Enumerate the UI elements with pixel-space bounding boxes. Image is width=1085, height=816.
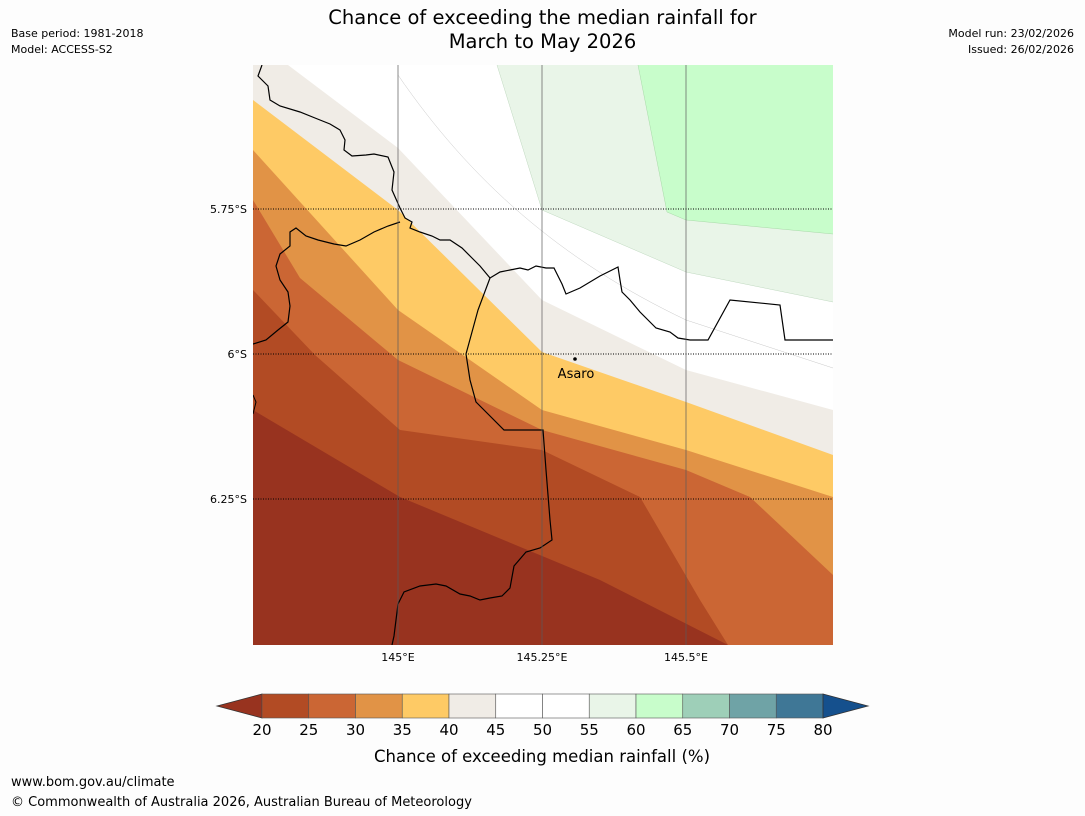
lon-label-145-5: 145.5°E [664, 651, 708, 664]
colorbar-tick-30: 30 [346, 721, 365, 739]
model-run-text: Model run: 23/02/2026 [948, 27, 1074, 40]
colorbar-cell-25-30 [308, 693, 356, 719]
colorbar-cell-45-50 [495, 693, 543, 719]
province-boundary-southwest [253, 394, 257, 415]
contour-line-55 [496, 65, 833, 303]
colorbar-extend-high [822, 693, 870, 719]
colorbar-tick-35: 35 [393, 721, 412, 739]
province-boundary-west [257, 65, 833, 341]
contour-line-50 [397, 74, 833, 369]
footer-url: www.bom.gov.au/climate [11, 775, 175, 790]
colorbar-ticks: 20 25 30 35 40 45 50 55 60 65 70 75 80 [252, 721, 832, 739]
issued-text: Issued: 26/02/2026 [967, 43, 1074, 56]
rainfall-contours [253, 65, 833, 645]
colorbar-tick-75: 75 [767, 721, 786, 739]
model-text: Model: ACCESS-S2 [11, 43, 113, 56]
colorbar-cell-65-70 [682, 693, 730, 719]
colorbar-cell-70-75 [729, 693, 777, 719]
lon-label-145-25: 145.25°E [517, 651, 568, 664]
asaro-marker [573, 357, 577, 361]
colorbar-tick-40: 40 [439, 721, 458, 739]
band-60-65 [638, 65, 833, 234]
colorbar: 20 25 30 35 40 45 50 55 60 65 70 75 80 Chance of exc… [215, 693, 870, 766]
colorbar-cell-55-60 [588, 693, 637, 719]
colorbar-cell-30-35 [355, 693, 403, 719]
colorbar-tick-55: 55 [580, 721, 599, 739]
colorbar-tick-45: 45 [486, 721, 505, 739]
contour-line-60 [637, 65, 833, 235]
province-boundary-west-inner [253, 221, 401, 345]
colorbar-tick-20: 20 [252, 721, 271, 739]
province-boundary-east [391, 277, 553, 645]
asaro-label: Asaro [558, 367, 595, 382]
colorbar-cell-20-25 [261, 693, 310, 719]
colorbar-extend-low [215, 693, 263, 719]
title-line-1: Chance of exceeding the median rainfall … [328, 6, 757, 29]
axis-labels: 5.75°S 6°S 6.25°S 145°E 145.25°E 145.5°E [210, 203, 708, 664]
chart-title: Chance of exceeding the median rainfall … [0, 6, 1085, 54]
colorbar-tick-60: 60 [626, 721, 645, 739]
colorbar-tick-25: 25 [299, 721, 318, 739]
lat-label-6: 6°S [228, 348, 247, 361]
colorbar-tick-70: 70 [720, 721, 739, 739]
colorbar-cell-40-45 [448, 693, 497, 719]
title-line-2: March to May 2026 [448, 30, 637, 53]
meta-right: Model run: 23/02/2026 Issued: 26/02/2026 [948, 26, 1074, 58]
base-period-text: Base period: 1981-2018 [11, 27, 144, 40]
lon-label-145: 145°E [381, 651, 414, 664]
graticule [253, 65, 833, 645]
colorbar-tick-50: 50 [533, 721, 552, 739]
colorbar-cell-35-40 [401, 693, 450, 719]
colorbar-title: Chance of exceeding median rainfall (%) [374, 747, 710, 766]
colorbar-cell-50-55 [542, 693, 590, 719]
meta-left: Base period: 1981-2018 Model: ACCESS-S2 [11, 26, 143, 58]
colorbar-tick-65: 65 [673, 721, 692, 739]
colorbar-cell-75-80 [775, 693, 824, 719]
colorbar-cell-60-65 [635, 693, 684, 719]
lat-label-6-25: 6.25°S [210, 493, 247, 506]
lat-label-5-75: 5.75°S [210, 203, 247, 216]
colorbar-tick-80: 80 [813, 721, 832, 739]
footer-copyright: © Commonwealth of Australia 2026, Austra… [11, 795, 472, 810]
colorbar-cells [261, 693, 824, 719]
